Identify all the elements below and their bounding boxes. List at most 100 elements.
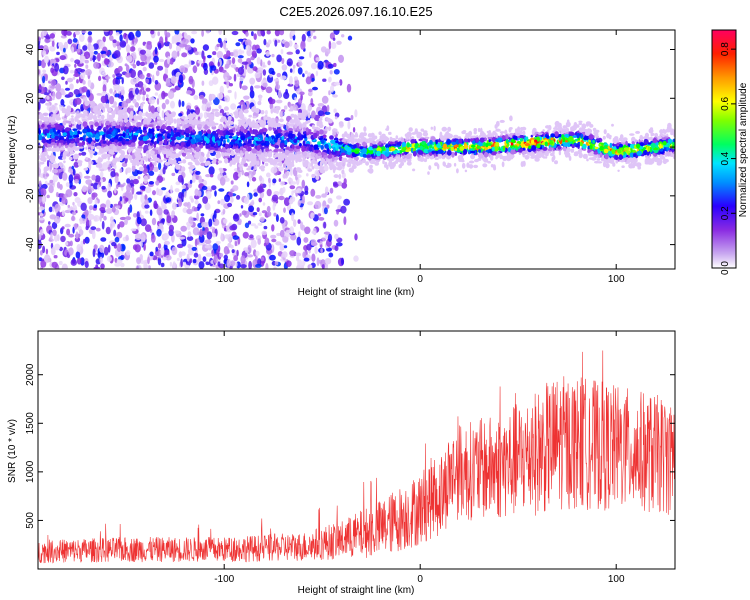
spectrogram-cell [275, 241, 282, 246]
spectrogram-cell [286, 58, 293, 67]
spectrogram-cell [509, 115, 513, 122]
spectrogram-cell [153, 61, 158, 65]
spectrogram-cell [144, 49, 152, 57]
spectrogram-cell [446, 149, 452, 156]
spectrogram-cell [52, 97, 55, 101]
spectrogram-cell [98, 121, 102, 127]
spectrogram-cell [136, 265, 139, 269]
spectrogram-cell [236, 195, 241, 200]
spectrogram-cell [213, 108, 219, 112]
spectrogram-cell [290, 30, 296, 36]
spectrogram-cell [233, 171, 239, 181]
spectrogram-cell [296, 155, 300, 160]
spectrogram-cell [258, 119, 265, 124]
spectrogram-cell [312, 156, 315, 161]
spectrogram-cell [542, 129, 545, 132]
spectrogram-cell [99, 214, 102, 222]
spectrogram-cell [61, 157, 66, 160]
spectrogram-cell [223, 54, 228, 60]
spectrogram-cell [155, 125, 161, 130]
spectrogram-cell [85, 69, 92, 76]
spectrogram-cell [142, 136, 148, 142]
spectrogram-cell [188, 216, 194, 224]
spectrogram-cell [605, 162, 610, 169]
spectrogram-cell [267, 60, 271, 66]
spectrogram-cell [248, 114, 252, 118]
spectrogram-cell [263, 225, 268, 230]
spectrogram-cell [186, 201, 191, 209]
spectrogram-cell [168, 129, 172, 133]
spectrogram-cell [76, 48, 81, 53]
spectrogram-cell [53, 234, 59, 242]
spectrogram-cell [145, 151, 149, 154]
spectrogram-cell [259, 216, 265, 222]
spectrogram-cell [180, 258, 183, 268]
spectrogram-cell [304, 185, 309, 193]
spectrogram-cell [115, 76, 123, 80]
spectrogram-cell [73, 161, 80, 168]
spectrogram-cell [70, 57, 74, 63]
spectrogram-cell [310, 188, 316, 197]
spectrogram-cell [615, 159, 618, 164]
spectrogram-cell [90, 100, 96, 109]
spectrogram-cell [85, 64, 89, 69]
spectrogram-cell [128, 92, 134, 101]
spectrogram-cell [186, 149, 192, 153]
spectrogram-cell [317, 60, 324, 70]
spectrogram-cell [39, 161, 45, 165]
spectrogram-cell [246, 181, 250, 188]
spectrogram-cell [236, 131, 240, 136]
spectrogram-cell [204, 124, 209, 131]
spectrogram-cell [145, 186, 152, 194]
spectrogram-cell [119, 168, 123, 174]
spectrogram-cell [262, 69, 267, 76]
spectrogram-cell [157, 243, 162, 249]
spectrogram-cell [174, 188, 180, 193]
spectrogram-cell [139, 185, 146, 190]
spectrogram-cell [197, 253, 202, 263]
spectrogram-cell [194, 51, 199, 56]
spectrogram-cell [249, 174, 252, 182]
spectrogram-cell [148, 170, 155, 176]
spectrogram-cell [49, 128, 53, 134]
spectrogram-cell [445, 131, 448, 137]
spectrogram-cell [155, 70, 160, 77]
spectrogram-cell [437, 153, 443, 159]
spectrogram-cell [185, 90, 193, 95]
spectrogram-cell [507, 152, 511, 156]
spectrogram-cell [298, 124, 302, 130]
spectrogram-cell [343, 178, 347, 185]
spectrogram-cell [649, 136, 653, 141]
spectrogram-cell [221, 151, 225, 158]
spectrogram-cell [328, 40, 332, 50]
spectrogram-cell [38, 257, 43, 262]
spectrogram-cell [270, 123, 274, 128]
spectrogram-cell [172, 202, 177, 210]
spectrogram-cell [201, 230, 208, 236]
spectrogram-cell [72, 128, 78, 132]
spectrogram-cell [306, 173, 309, 177]
spectrogram-cell [248, 60, 252, 65]
spectrogram-cell [603, 129, 607, 135]
spectrogram-cell [165, 150, 168, 155]
spectrogram-cell [586, 158, 589, 162]
spectrogram-cell [156, 228, 162, 237]
spectrogram-cell [199, 94, 205, 100]
spectrogram-cell [186, 236, 194, 241]
spectrogram-cell [209, 226, 214, 230]
spectrogram-cell [447, 163, 452, 168]
spectrogram-cell [245, 45, 251, 51]
spectrogram-cell [281, 136, 285, 140]
spectrogram-cell [88, 219, 92, 227]
spectrogram-cell [631, 138, 636, 141]
spectrogram-cell [249, 89, 255, 99]
spectrogram-cell [502, 145, 506, 151]
spectrogram-cell [144, 140, 148, 145]
spectrogram-cell [625, 150, 631, 154]
spectrogram-cell [151, 217, 157, 226]
spectrogram-cell [87, 197, 93, 205]
spectrogram-cell [149, 161, 153, 168]
spectrogram-cell [74, 30, 81, 36]
spectrogram-cell [93, 204, 98, 209]
spectrogram-cell [315, 70, 319, 77]
